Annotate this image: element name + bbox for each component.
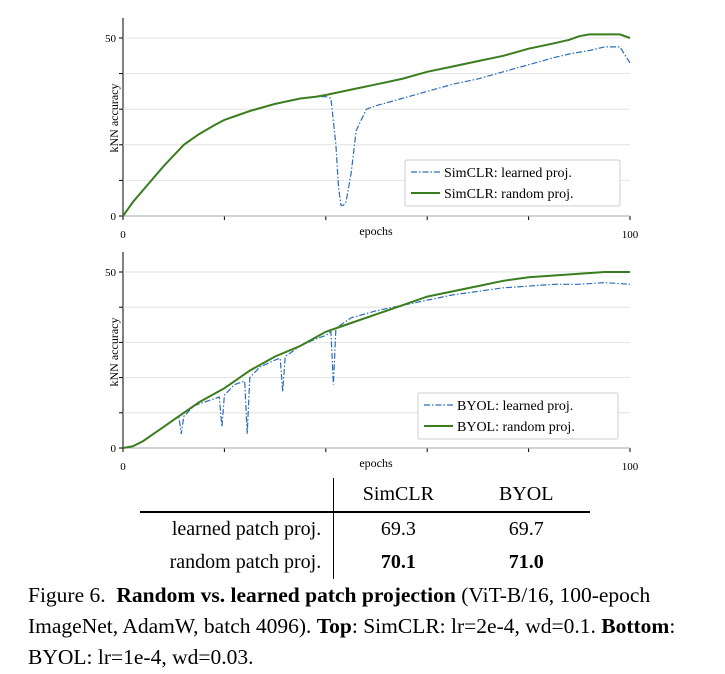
caption-bottom-label: Bottom <box>601 614 670 638</box>
series-layer <box>119 33 631 220</box>
chart-top: 50 0 0 100 epochs kNN accuracy SimCLR: l… <box>105 18 639 241</box>
caption-title: Random vs. learned patch projection <box>116 583 456 607</box>
x-tick-label: 100 <box>622 229 639 241</box>
table-corner <box>140 478 335 512</box>
y-tick-label: 50 <box>105 33 117 45</box>
chart-bottom: 50 0 0 100 epochs kNN accuracy BYOL: lea… <box>105 252 639 473</box>
series-line <box>122 281 631 449</box>
row-label: random patch proj. <box>140 546 335 579</box>
table-cell: 69.3 <box>380 518 416 540</box>
x-axis-label: epochs <box>359 456 393 470</box>
x-tick-label: 0 <box>120 461 126 473</box>
table-cell: 70.1 <box>380 551 416 573</box>
table-cell: 69.7 <box>508 518 544 540</box>
legend-box <box>404 159 621 207</box>
figure-caption: Figure 6. Random vs. learned patch proje… <box>28 580 708 673</box>
legend-entry: BYOL: random proj. <box>457 420 575 435</box>
caption-figure-number: Figure 6. <box>28 583 106 607</box>
x-tick-label: 100 <box>622 461 639 473</box>
y-axis-label: kNN accuracy <box>107 84 121 153</box>
caption-top-text: : SimCLR: lr=2e-4, wd=0.1. <box>351 614 596 638</box>
table-row: random patch proj. 70.1 71.0 <box>140 546 590 579</box>
series-line <box>122 33 631 217</box>
table-cell: 71.0 <box>508 551 544 573</box>
legend-entry: SimCLR: learned proj. <box>444 166 572 181</box>
x-tick-label: 0 <box>120 229 126 241</box>
column-header: BYOL <box>499 483 554 505</box>
caption-top-label: Top <box>316 614 352 638</box>
table-row: learned patch proj. 69.3 69.7 <box>140 512 590 546</box>
y-axis-label: kNN accuracy <box>107 318 121 387</box>
row-label: learned patch proj. <box>140 512 335 546</box>
column-header: SimCLR <box>362 483 434 505</box>
legend-entry: BYOL: learned proj. <box>457 399 573 414</box>
results-table: SimCLR BYOL learned patch proj. 69.3 69.… <box>140 478 590 579</box>
caption-bottom-text: : BYOL: lr=1e-4, wd=0.03. <box>28 614 676 669</box>
x-axis-label: epochs <box>359 224 393 238</box>
series-line <box>122 271 630 449</box>
table-header-row: SimCLR BYOL <box>140 478 590 512</box>
legend-entry: SimCLR: random proj. <box>444 187 574 202</box>
figure-canvas: 50 0 0 100 epochs kNN accuracy SimCLR: l… <box>105 18 639 473</box>
y-tick-label: 0 <box>111 211 117 223</box>
caption-detail: (ViT-B/16, 100-epoch ImageNet, AdamW, ba… <box>28 583 651 638</box>
legend-box <box>417 392 619 440</box>
y-tick-label: 0 <box>111 443 117 455</box>
y-tick-label: 50 <box>105 267 117 279</box>
